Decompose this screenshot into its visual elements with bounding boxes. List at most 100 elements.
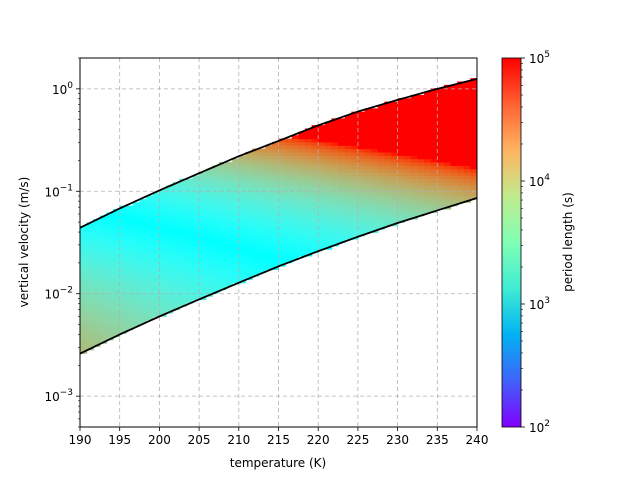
heatmap-cell [397,161,405,166]
heatmap-cell [404,205,412,210]
heatmap-cell [146,309,154,314]
heatmap-cell [318,219,326,223]
heatmap-cell [179,265,187,270]
heatmap-cell [443,135,452,140]
heatmap-cell [159,198,167,203]
heatmap-cell [364,108,372,113]
heatmap-cell [344,215,352,220]
heatmap-cell [318,225,326,230]
heatmap-cell [371,118,379,123]
heatmap-cell [126,225,134,230]
heatmap-cell [338,131,346,136]
heatmap-cell [86,316,94,321]
heatmap-cell [450,104,458,109]
heatmap-cell [93,316,101,321]
heatmap-cell [80,333,88,338]
x-tick-label: 230 [386,433,409,447]
heatmap-cell [245,172,253,176]
heatmap-cell [192,272,200,277]
heatmap-cell [457,165,465,170]
heatmap-cell [139,249,147,254]
heatmap-cell [252,172,260,176]
heatmap-cell [424,131,432,136]
heatmap-cell [344,135,352,140]
heatmap-cell [99,259,108,264]
heatmap-cell [278,252,286,257]
heatmap-cell [271,235,280,240]
heatmap-cell [371,178,379,183]
heatmap-cell [252,239,260,244]
heatmap-cell [126,289,134,294]
heatmap-cell [218,259,227,264]
heatmap-cell [93,319,101,324]
heatmap-cell [258,252,266,257]
heatmap-cell [258,182,266,187]
heatmap-cell [258,202,266,207]
heatmap-cell [179,245,187,250]
heatmap-cell [457,182,465,187]
heatmap-cell [205,279,213,284]
heatmap-cell [304,222,313,227]
heatmap-cell [430,198,438,203]
heatmap-cell [106,212,114,217]
heatmap-cell [410,188,419,193]
heatmap-cell [304,155,313,160]
heatmap-cell [179,252,187,257]
heatmap-cell [86,265,94,270]
heatmap-cell [424,104,432,109]
heatmap-cell [258,255,266,260]
heatmap-cell [225,172,233,176]
heatmap-cell [218,219,227,223]
heatmap-cell [470,115,477,119]
heatmap-cell [146,232,154,237]
heatmap-cell [311,215,319,220]
heatmap-cell [443,128,452,133]
heatmap-cell [258,205,266,210]
heatmap-cell [99,299,108,304]
heatmap-cell [285,148,293,153]
heatmap-cell [278,182,286,187]
heatmap-cell [113,286,121,291]
heatmap-cell [126,245,134,250]
heatmap-cell [185,259,194,264]
heatmap-cell [437,175,445,180]
heatmap-cell [318,182,326,187]
heatmap-cell [463,158,471,163]
heatmap-cell [99,306,108,311]
heatmap-cell [86,326,94,331]
heatmap-cell [443,121,452,126]
heatmap-cell [126,269,134,274]
heatmap-cell [424,141,432,146]
heatmap-cell [159,225,167,230]
heatmap-cell [238,202,247,207]
heatmap-cell [93,249,101,254]
heatmap-cell [146,316,154,321]
heatmap-cell [212,165,220,170]
heatmap-cell [185,282,194,287]
heatmap-cell [113,279,121,284]
heatmap-cell [450,111,458,116]
heatmap-cell [106,219,114,223]
heatmap-cell [291,235,299,240]
heatmap-cell [457,198,465,203]
heatmap-cell [463,104,471,109]
heatmap-cell [185,229,194,234]
heatmap-cell [364,125,372,130]
heatmap-cell [258,175,266,180]
heatmap-cell [298,182,306,187]
heatmap-cell [126,265,134,270]
heatmap-cell [126,219,134,223]
heatmap-cell [430,145,438,150]
heatmap-cell [245,182,253,187]
heatmap-cell [304,239,313,244]
heatmap-cell [457,151,465,156]
heatmap-cell [371,111,379,116]
heatmap-cell [172,239,180,244]
heatmap-cell [457,192,465,197]
heatmap-cell [132,259,141,264]
heatmap-cell [318,212,326,217]
heatmap-cell [410,202,419,207]
heatmap-cell [351,208,359,213]
heatmap-cell [252,195,260,200]
heatmap-cell [225,195,233,200]
